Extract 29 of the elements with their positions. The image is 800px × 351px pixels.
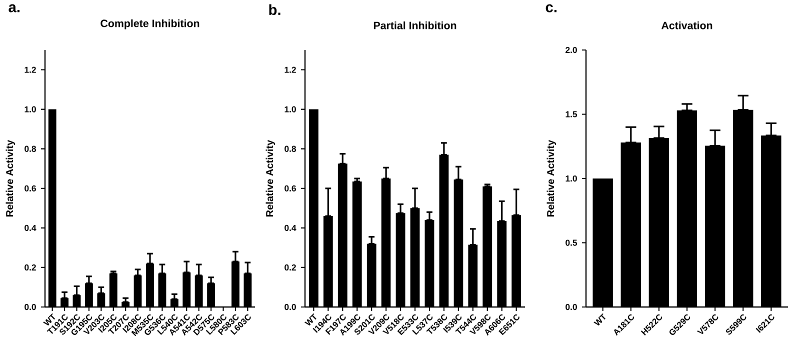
text: c. [546, 4, 556, 12]
y-axis-title: Relative Activity [546, 140, 556, 216]
y-tick-label: 0.0 [284, 304, 296, 310]
y-tick-label: 0.6 [284, 185, 296, 192]
y-tick-label: 0.8 [284, 146, 296, 152]
y-tick-label: 0.4 [284, 224, 296, 231]
y-tick-label: 0.2 [284, 264, 296, 271]
y-tick-label: 1.0 [566, 175, 577, 182]
y-tick-label: 1.0 [24, 106, 36, 112]
y-tick-label: 0.6 [24, 185, 36, 192]
y-tick-label: 1.0 [284, 106, 296, 112]
y-axis-title: Relative Activity [6, 140, 16, 216]
y-tick-label: 0.0 [566, 304, 577, 310]
y-tick-label: 0.8 [24, 146, 36, 152]
y-tick-label: 0.2 [24, 264, 36, 271]
chart-title: Activation [661, 21, 712, 30]
y-tick-label: 1.5 [566, 111, 578, 118]
text: b. [269, 4, 280, 16]
y-tick-label: 1.2 [284, 66, 296, 73]
text: a. [8, 4, 20, 12]
y-tick-label: 1.2 [24, 66, 36, 73]
chart-title: Complete Inhibition [100, 19, 200, 30]
y-tick-label: 0.0 [24, 304, 36, 310]
y-axis-title: Relative Activity [266, 140, 276, 216]
y-tick-label: 2.0 [566, 46, 577, 54]
y-tick-label: 0.5 [566, 240, 578, 246]
chart-title: Partial Inhibition [374, 21, 456, 30]
x-tick-label: WT [594, 313, 606, 326]
y-tick-label: 0.4 [24, 224, 36, 231]
